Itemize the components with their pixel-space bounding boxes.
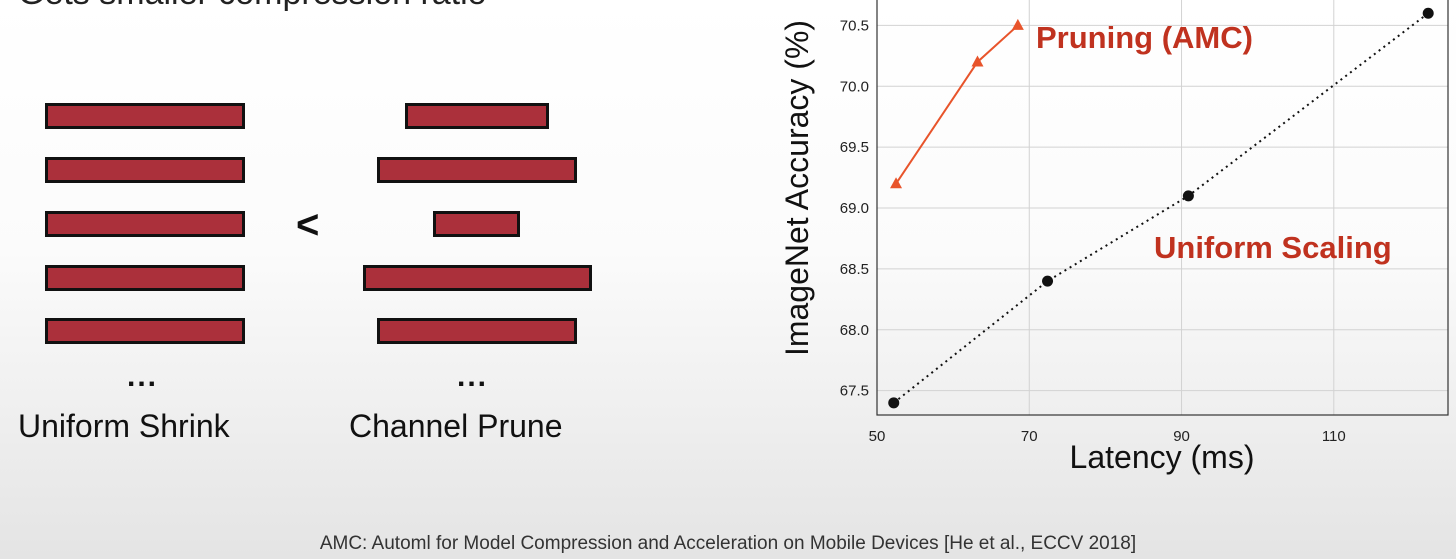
less-than-sign: < <box>296 203 320 247</box>
uniform-bar-4 <box>45 265 245 291</box>
y-tick-label: 70.5 <box>840 17 869 34</box>
x-tick-label: 110 <box>1322 428 1346 445</box>
pruned-bar-3 <box>433 211 520 237</box>
point-marker <box>890 177 903 189</box>
x-tick-label: 50 <box>869 428 886 445</box>
series-label: Pruning (AMC) <box>1036 20 1253 55</box>
point-marker <box>1182 190 1194 202</box>
series-line-0 <box>895 24 1019 185</box>
y-tick-label: 69.0 <box>840 200 869 217</box>
channel-prune-label: Channel Prune <box>349 408 563 444</box>
point-marker <box>1422 7 1434 19</box>
slide-title: Gets smaller compression ratio <box>18 0 487 13</box>
chart-svg: 50 70 90 110 67.5 68.0 68.5 69.0 69.5 70.0 70.5 Pr… <box>779 0 1449 475</box>
y-tick-label: 69.5 <box>840 139 869 156</box>
series-line-1 <box>893 12 1429 404</box>
accuracy-latency-chart: 50 70 90 110 67.5 68.0 68.5 69.0 69.5 70.0 70.5 Pr… <box>760 0 1456 480</box>
compression-diagram: ... Uniform Shrink < ... Channel Prune <box>0 0 650 470</box>
citation: AMC: Automl for Model Compression and Ac… <box>0 533 1456 555</box>
point-marker <box>971 55 984 67</box>
x-tick-label: 70 <box>1021 428 1038 445</box>
point-marker <box>888 397 900 409</box>
x-axis-label: Latency (ms) <box>1070 439 1255 475</box>
uniform-bar-5 <box>45 318 245 344</box>
pruned-bar-2 <box>377 157 577 183</box>
pruned-bar-5 <box>377 318 577 344</box>
point-marker <box>1042 275 1054 287</box>
point-marker <box>1011 18 1024 30</box>
uniform-bar-2 <box>45 157 245 183</box>
y-tick-label: 67.5 <box>840 383 869 400</box>
pruned-bar-1 <box>405 103 549 129</box>
uniform-bar-3 <box>45 211 245 237</box>
citation-text: AMC: Automl for Model Compression and Ac… <box>319 533 1137 554</box>
series-label: Uniform Scaling <box>1154 230 1392 265</box>
uniform-bar-1 <box>45 103 245 129</box>
y-axis-label: ImageNet Accuracy (%) <box>779 20 815 356</box>
y-tick-label: 68.5 <box>840 261 869 278</box>
plot-frame <box>876 0 1449 416</box>
x-tick-label: 90 <box>1173 428 1190 445</box>
pruned-bar-4 <box>363 265 592 291</box>
y-tick-label: 70.0 <box>840 78 869 95</box>
chart-series <box>888 7 1434 409</box>
axis-ticks: 50 70 90 110 67.5 68.0 68.5 69.0 69.5 70.0 70.5 <box>840 17 1346 445</box>
y-tick-label: 68.0 <box>840 322 869 339</box>
pruned-ellipsis: ... <box>457 360 489 393</box>
uniform-ellipsis: ... <box>127 360 159 393</box>
uniform-shrink-label: Uniform Shrink <box>18 408 230 444</box>
series-labels: Pruning (AMC) Uniform Scaling <box>1036 20 1392 265</box>
chart-grid <box>876 0 1448 415</box>
